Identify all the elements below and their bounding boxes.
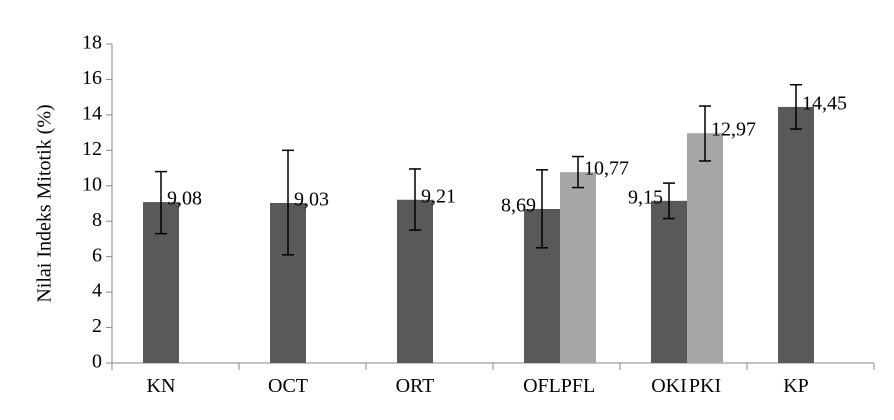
data-label-oct: 9,03 [294,189,329,211]
y-axis-title: Nilai Indeks Mitotik (%) [34,104,56,302]
bar-pfl [560,172,596,363]
y-axis-ticks: 0 2 4 6 8 10 12 14 16 18 [82,32,112,373]
data-label-ofl: 8,69 [501,195,536,217]
y-tick-label: 4 [92,280,102,302]
y-tick-label: 0 [92,351,102,373]
y-tick-label: 16 [82,67,102,89]
axes [111,44,875,370]
data-label-kp: 14,45 [802,93,847,115]
x-axis-tick-labels: KN OCT ORT OFL PFL OKI PKI KP [147,375,809,397]
error-bars [155,84,802,256]
data-label-oki: 9,15 [628,186,663,208]
x-tick-label-pfl: PFL [561,375,595,397]
x-tick-label-ofl: OFL [523,375,561,397]
x-tick-label-kp: KP [783,375,809,397]
y-tick-label: 12 [82,138,102,160]
bar-pki [687,133,723,363]
x-tick-label-pki: PKI [689,375,721,397]
data-label-ort: 9,21 [421,185,456,207]
y-tick-label: 10 [82,173,102,195]
data-labels: 9,08 9,03 9,21 8,69 10,77 9,15 12,97 14,45 [167,93,847,217]
y-tick-label: 6 [92,244,102,266]
y-tick-label: 8 [92,209,102,231]
x-tick-label-ort: ORT [396,375,435,397]
x-tick-label-oki: OKI [651,375,687,397]
y-tick-label: 18 [82,32,102,54]
bar-oki [651,200,687,363]
y-axis-title-group: Nilai Indeks Mitotik (%) [34,104,56,302]
bars [143,106,814,364]
y-tick-label: 14 [82,102,102,124]
x-tick-label-kn: KN [147,375,176,397]
data-label-pki: 12,97 [711,119,756,141]
x-tick-label-oct: OCT [268,375,308,397]
data-label-pfl: 10,77 [584,158,629,180]
y-tick-label: 2 [92,315,102,337]
bar-kp [778,106,814,364]
data-label-kn: 9,08 [167,188,202,210]
